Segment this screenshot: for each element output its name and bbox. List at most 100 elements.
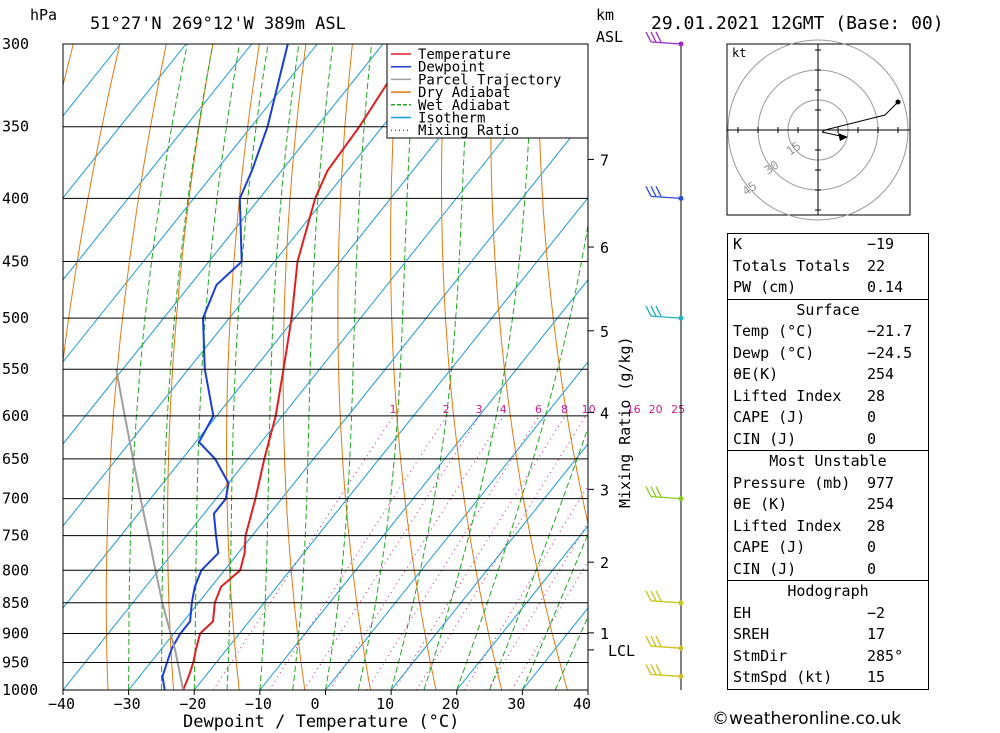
index-value: 285° (867, 646, 904, 665)
height-tick-label: 3 (600, 481, 609, 499)
pressure-tick-label: 500 (2, 309, 29, 327)
wet-adiabat-line (128, 44, 188, 690)
mixing-ratio-value-label: 25 (671, 403, 685, 416)
credit-text: ©weatheronline.co.uk (712, 709, 902, 729)
isotherm-line (63, 44, 581, 690)
mixing-ratio-value-label: 10 (582, 403, 596, 416)
legend-box (386, 43, 589, 139)
pressure-tick-label: 350 (2, 118, 29, 136)
index-value: −21.7 (867, 322, 913, 340)
legend-label: Wet Adiabat (418, 98, 511, 114)
index-label: PW (cm) (733, 278, 797, 296)
temperature-tick-label: 40 (573, 695, 591, 713)
isotherm-line (63, 44, 515, 609)
height-tick-label: 6 (600, 239, 609, 257)
height-tick-label: 2 (600, 554, 609, 572)
index-row: Temp (°C) −21.7 (728, 321, 928, 343)
index-value: 977 (867, 473, 895, 492)
dry-adiabat-line (957, 44, 1000, 690)
isotherm-line (456, 525, 588, 690)
index-label: CAPE (J) (733, 408, 806, 426)
legend-label: Isotherm (418, 111, 485, 127)
index-row: Lifted Index 28 (728, 516, 928, 538)
mixing-ratio-value-label: 6 (535, 403, 542, 416)
index-label: Totals Totals (733, 256, 851, 275)
index-label: CIN (J) (733, 559, 797, 578)
temperature-tick-label: 0 (311, 695, 320, 713)
index-value: 254 (867, 495, 895, 513)
wind-barb (645, 664, 682, 678)
pressure-tick-label: 450 (2, 253, 29, 271)
index-row: CAPE (J) 0 (728, 407, 928, 429)
index-value: 0 (867, 559, 877, 578)
wet-adiabat-line (259, 44, 300, 690)
index-value: 254 (867, 365, 895, 383)
index-row: θE (K) 254 (728, 494, 928, 516)
mixing-ratio-line (394, 415, 566, 690)
index-label: θE (K) (733, 495, 788, 513)
index-row: SREH 17 (728, 624, 928, 646)
index-label: K (733, 235, 743, 253)
dewpoint-profile (161, 44, 289, 690)
height-tick-label: 4 (600, 404, 609, 422)
indices-panel: K −19 Totals Totals 22 PW (cm) 0.14 Surface T… (727, 233, 929, 690)
datetime-title: 29.01.2021 12GMT (Base: 00) (651, 13, 944, 34)
lcl-label: LCL (608, 642, 635, 660)
km-label: km (596, 6, 614, 24)
index-label: Pressure (mb) (733, 473, 851, 492)
wet-adiabat-line (489, 426, 588, 690)
wind-barb (645, 635, 682, 649)
hodograph-point (895, 99, 901, 105)
legend-label: Dry Adiabat (418, 85, 511, 101)
dry-adiabat-line (390, 44, 437, 690)
index-row: Dewp (°C) −24.5 (728, 343, 928, 365)
isotherm-line (193, 197, 588, 690)
index-value: −19 (867, 235, 895, 253)
index-value: −2 (867, 603, 886, 622)
wet-adiabat-line (325, 44, 373, 690)
mixing-ratio-line (329, 415, 505, 690)
pressure-tick-label: 400 (2, 189, 29, 207)
index-value: 22 (867, 256, 886, 275)
x-axis-label: Dewpoint / Temperature (°C) (183, 712, 459, 732)
plot-frame (62, 43, 589, 691)
wet-adiabat-line (423, 44, 535, 690)
pressure-tick-label: 900 (2, 624, 29, 642)
index-value: 28 (867, 386, 886, 405)
temperature-tick-label: 10 (376, 695, 394, 713)
pressure-tick-label: 700 (2, 490, 29, 508)
index-row: CAPE (J) 0 (728, 537, 928, 559)
mixing-ratio-value-label: 3 (476, 403, 483, 416)
asl-label: ASL (596, 28, 623, 46)
mixing-ratio-value-label: 4 (500, 403, 507, 416)
pressure-tick-label: 800 (2, 561, 29, 579)
index-row: CIN (J) 0 (728, 429, 928, 451)
index-value: 0.14 (867, 278, 904, 296)
pressure-tick-label: 650 (2, 450, 29, 468)
dry-adiabat-line (584, 44, 588, 136)
wind-barb (645, 186, 682, 200)
wet-adiabat-line (226, 44, 269, 690)
index-label: CAPE (J) (733, 538, 806, 556)
mixing-ratio-value-label: 8 (561, 403, 568, 416)
hodograph-heading: Hodograph (728, 580, 928, 603)
isotherm-line (390, 443, 588, 690)
index-row: EH −2 (728, 603, 928, 625)
pressure-tick-label: 850 (2, 594, 29, 612)
hpa-label: hPa (30, 6, 57, 24)
index-row: PW (cm) 0.14 (728, 277, 928, 299)
index-value: −24.5 (867, 343, 913, 362)
dry-adiabat-line (105, 44, 167, 690)
isotherm-line (63, 44, 384, 445)
index-row: Lifted Index 28 (728, 386, 928, 408)
index-value: 28 (867, 516, 886, 535)
wind-barb (645, 486, 682, 500)
index-value: 0 (867, 408, 877, 426)
height-tick-label: 1 (600, 625, 609, 643)
height-tick-label: 5 (600, 323, 609, 341)
mixing-ratio-axis-label: Mixing Ratio (g/kg) (616, 336, 634, 508)
legend-label: Mixing Ratio (418, 123, 519, 139)
legend-label: Temperature (418, 47, 511, 63)
mixing-ratio-value-label: 1 (389, 403, 396, 416)
mixing-ratio-line (511, 560, 588, 690)
